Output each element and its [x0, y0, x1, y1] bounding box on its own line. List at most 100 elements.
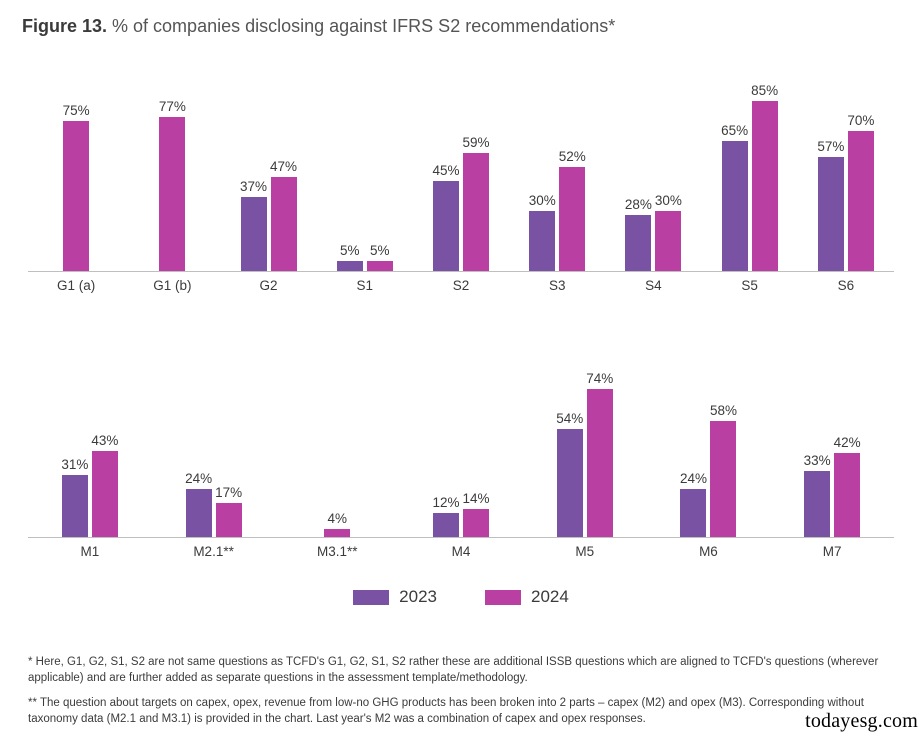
footnote-1: * Here, G1, G2, S1, S2 are not same ques… — [28, 655, 894, 686]
bar-value-label: 47% — [270, 159, 297, 177]
bar-2024: 59% — [463, 153, 489, 271]
x-axis-label: S1 — [317, 278, 413, 293]
bar-group: 37%47% — [220, 71, 316, 271]
bar-group: 31%43% — [28, 337, 152, 537]
bar-value-label: 54% — [556, 411, 583, 429]
bar-value-label: 75% — [63, 103, 90, 121]
bar-value-label: 57% — [817, 139, 844, 157]
legend: 2023 2024 — [22, 587, 900, 607]
bar-value-label: 5% — [340, 243, 360, 261]
bar-value-label: 65% — [721, 123, 748, 141]
bar-2023: 28% — [625, 215, 651, 271]
bar-2024: 30% — [655, 211, 681, 271]
bar-value-label: 74% — [586, 371, 613, 389]
bar-value-label: 42% — [834, 435, 861, 453]
bar-group: 33%42% — [770, 337, 894, 537]
legend-item-2023: 2023 — [353, 587, 437, 607]
x-axis-top: G1 (a)G1 (b)G2S1S2S3S4S5S6 — [28, 278, 894, 293]
bar-value-label: 77% — [159, 99, 186, 117]
bar-2024: 14% — [463, 509, 489, 537]
bar-2024: 5% — [367, 261, 393, 271]
x-axis-label: M2.1** — [152, 544, 276, 559]
bar-value-label: 30% — [655, 193, 682, 211]
x-axis-label: M6 — [647, 544, 771, 559]
x-axis-label: M7 — [770, 544, 894, 559]
bar-value-label: 30% — [529, 193, 556, 211]
bar-2024: 43% — [92, 451, 118, 537]
bar-2024: 75% — [63, 121, 89, 271]
bar-value-label: 17% — [215, 485, 242, 503]
bar-group: 65%85% — [702, 71, 798, 271]
x-axis-label: M5 — [523, 544, 647, 559]
legend-swatch-2023 — [353, 590, 389, 605]
figure-number: Figure 13. — [22, 16, 107, 36]
x-axis-label: G1 (a) — [28, 278, 124, 293]
bar-group: 77% — [124, 71, 220, 271]
bar-value-label: 45% — [432, 163, 459, 181]
bar-group: 24%58% — [647, 337, 771, 537]
bar-value-label: 28% — [625, 197, 652, 215]
x-axis-label: S5 — [702, 278, 798, 293]
bar-2023: 12% — [433, 513, 459, 537]
bar-2023: 45% — [433, 181, 459, 271]
x-axis-bottom: M1M2.1**M3.1**M4M5M6M7 — [28, 544, 894, 559]
bar-value-label: 52% — [559, 149, 586, 167]
bar-2023: 65% — [722, 141, 748, 271]
bar-group: 54%74% — [523, 337, 647, 537]
legend-label-2024: 2024 — [531, 587, 569, 607]
bar-value-label: 58% — [710, 403, 737, 421]
bar-group: 28%30% — [605, 71, 701, 271]
bar-value-label: 12% — [433, 495, 460, 513]
legend-item-2024: 2024 — [485, 587, 569, 607]
bar-2024: 58% — [710, 421, 736, 537]
bar-value-label: 24% — [185, 471, 212, 489]
x-axis-label: S6 — [798, 278, 894, 293]
bar-2024: 74% — [587, 389, 613, 537]
footnotes: * Here, G1, G2, S1, S2 are not same ques… — [28, 655, 894, 727]
bar-2023: 24% — [186, 489, 212, 537]
bar-value-label: 5% — [370, 243, 390, 261]
panel-spacer — [22, 293, 900, 329]
bar-value-label: 33% — [804, 453, 831, 471]
bar-2023: 54% — [557, 429, 583, 537]
bar-2024: 4% — [324, 529, 350, 537]
bar-2023: 5% — [337, 261, 363, 271]
x-axis-label: G1 (b) — [124, 278, 220, 293]
bar-value-label: 4% — [328, 511, 348, 529]
bar-2023: 30% — [529, 211, 555, 271]
bar-2023: 33% — [804, 471, 830, 537]
bar-2024: 85% — [752, 101, 778, 271]
bar-value-label: 43% — [91, 433, 118, 451]
footnote-2: ** The question about targets on capex, … — [28, 696, 894, 727]
x-axis-label: M1 — [28, 544, 152, 559]
chart-panel-bottom: 31%43%24%17%4%12%14%54%74%24%58%33%42% — [28, 337, 894, 538]
figure-container: Figure 13. % of companies disclosing aga… — [0, 0, 922, 739]
bar-2023: 57% — [818, 157, 844, 271]
bar-2024: 52% — [559, 167, 585, 271]
bar-group: 57%70% — [798, 71, 894, 271]
bar-value-label: 59% — [462, 135, 489, 153]
bar-2024: 17% — [216, 503, 242, 537]
figure-caption: % of companies disclosing against IFRS S… — [107, 16, 615, 36]
bar-group: 45%59% — [413, 71, 509, 271]
watermark: todayesg.com — [805, 710, 918, 733]
bar-group: 24%17% — [152, 337, 276, 537]
bar-2024: 70% — [848, 131, 874, 271]
bar-value-label: 24% — [680, 471, 707, 489]
x-axis-label: M4 — [399, 544, 523, 559]
legend-swatch-2024 — [485, 590, 521, 605]
bar-value-label: 14% — [463, 491, 490, 509]
bar-2024: 42% — [834, 453, 860, 537]
x-axis-label: G2 — [220, 278, 316, 293]
bar-value-label: 37% — [240, 179, 267, 197]
x-axis-label: S4 — [605, 278, 701, 293]
bar-group: 12%14% — [399, 337, 523, 537]
bar-group: 4% — [275, 337, 399, 537]
bar-2024: 47% — [271, 177, 297, 271]
legend-label-2023: 2023 — [399, 587, 437, 607]
x-axis-label: S2 — [413, 278, 509, 293]
chart-panel-top: 75%77%37%47%5%5%45%59%30%52%28%30%65%85%… — [28, 71, 894, 272]
bar-value-label: 31% — [61, 457, 88, 475]
bar-value-label: 85% — [751, 83, 778, 101]
bar-2024: 77% — [159, 117, 185, 271]
